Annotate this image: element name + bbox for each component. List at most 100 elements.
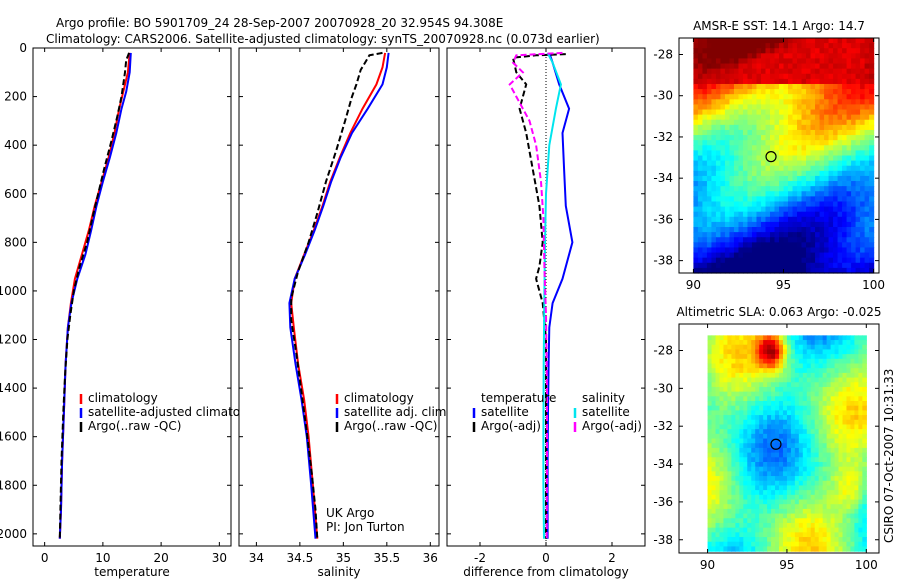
heatmap-cell: [755, 522, 760, 529]
heatmap-cell: [806, 160, 812, 167]
heatmap-cell: [786, 396, 792, 402]
heatmap-cell: [763, 354, 768, 360]
heatmap-cell: [790, 349, 796, 355]
heatmap-cell: [818, 438, 824, 444]
heatmap-cell: [810, 165, 816, 172]
heatmap-cell: [822, 461, 828, 468]
heatmap-cell: [815, 247, 821, 254]
heatmap-cell: [842, 257, 848, 264]
heatmap-cell: [747, 532, 752, 538]
heatmap-cell: [810, 196, 816, 203]
heatmap-cell: [702, 140, 708, 146]
heatmap-cell: [810, 124, 816, 131]
heatmap-cell: [729, 104, 735, 111]
heatmap-cell: [854, 443, 859, 449]
heatmap-cell: [702, 114, 708, 121]
heatmap-cell: [697, 196, 704, 203]
heatmap-cell: [828, 135, 834, 141]
heatmap-cell: [830, 471, 836, 477]
heatmap-cell: [842, 537, 848, 543]
heatmap-cell: [814, 452, 820, 458]
heatmap-cell: [782, 476, 788, 482]
heatmap-cell: [842, 68, 848, 75]
heatmap-cell: [818, 532, 824, 538]
heatmap-cell: [735, 537, 740, 543]
heatmap-cell: [854, 518, 859, 524]
heatmap-cell: [774, 68, 780, 75]
heatmap-cell: [751, 424, 756, 430]
heatmap-cell: [790, 466, 796, 472]
heatmap-cell: [838, 410, 844, 416]
heatmap-cell: [706, 89, 713, 95]
heatmap-cell: [760, 114, 767, 121]
heatmap-cell: [774, 211, 780, 218]
heatmap-cell: [846, 494, 852, 501]
heatmap-cell: [719, 382, 725, 388]
heatmap-cell: [851, 150, 857, 157]
heatmap-cell: [779, 109, 785, 116]
heatmap-cell: [851, 232, 857, 238]
heatmap-cell: [702, 109, 708, 116]
heatmap-cell: [735, 541, 740, 548]
heatmap-cell: [706, 242, 713, 249]
heatmap-cell: [869, 216, 875, 223]
heatmap-cell: [798, 372, 804, 379]
heatmap-cell: [860, 78, 866, 85]
heatmap-cell: [733, 206, 740, 213]
heatmap-cell: [855, 160, 861, 167]
heatmap-cell: [837, 114, 843, 121]
heatmap-cell: [792, 232, 798, 238]
heatmap-cell: [828, 99, 834, 106]
heatmap-cell: [763, 340, 768, 346]
heatmap-cell: [818, 419, 824, 426]
heatmap-cell: [834, 504, 840, 510]
heatmap-cell: [790, 499, 796, 505]
heatmap-cell: [818, 546, 824, 552]
heatmap-cell: [802, 349, 808, 355]
heatmap-cell: [765, 227, 771, 233]
heatmap-cell: [854, 447, 859, 454]
heatmap-cell: [751, 221, 758, 228]
heatmap-cell: [851, 114, 857, 121]
heatmap-cell: [738, 94, 744, 100]
heatmap-cell: [815, 114, 821, 121]
heatmap-cell: [850, 358, 855, 365]
heatmap-cell: [783, 181, 789, 187]
heatmap-cell: [846, 466, 852, 472]
heatmap-cell: [742, 135, 749, 141]
heatmap-cell: [822, 386, 828, 393]
heatmap-cell: [783, 129, 789, 136]
heatmap-cell: [833, 175, 839, 182]
heatmap-cell: [755, 518, 760, 524]
heatmap-cell: [767, 410, 772, 416]
heatmap-cell: [786, 391, 792, 397]
x-tick-label: 0: [542, 551, 550, 565]
heatmap-cell: [769, 257, 776, 264]
heatmap-cell: [731, 522, 736, 529]
heatmap-cell: [851, 38, 857, 44]
heatmap-cell: [814, 546, 820, 552]
heatmap-cell: [715, 221, 722, 228]
heatmap-cell: [751, 391, 756, 397]
heatmap-cell: [854, 354, 859, 360]
heatmap-cell: [794, 354, 800, 360]
heatmap-cell: [790, 363, 796, 369]
heatmap-cell: [775, 358, 780, 365]
heatmap-cell: [869, 78, 875, 85]
heatmap-cell: [775, 490, 780, 496]
heatmap-cell: [842, 73, 848, 80]
heatmap-cell: [743, 457, 748, 463]
heatmap-cell: [707, 415, 713, 421]
heatmap-cell: [727, 424, 732, 430]
heatmap-cell: [818, 396, 824, 402]
heatmap-cell: [775, 396, 780, 402]
heatmap-cell: [788, 252, 794, 259]
heatmap-cell: [747, 201, 753, 208]
heatmap-cell: [724, 196, 731, 203]
y-tick-label: 800: [4, 235, 27, 249]
heatmap-cell: [854, 377, 859, 383]
heatmap-cell: [715, 94, 722, 100]
heatmap-cell: [810, 335, 816, 341]
heatmap-cell: [846, 129, 852, 136]
heatmap-cell: [842, 349, 848, 355]
